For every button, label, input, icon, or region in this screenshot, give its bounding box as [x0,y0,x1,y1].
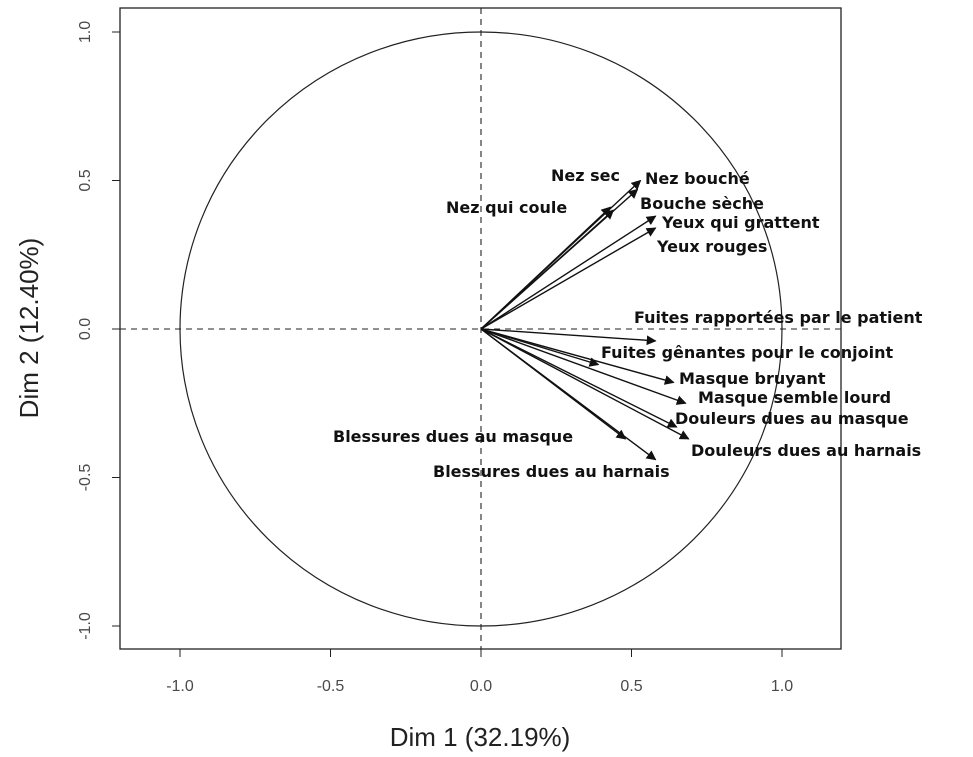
variable-label: Douleurs dues au harnais [691,441,921,460]
variable-label: Fuites gênantes pour le conjoint [601,343,894,362]
variable-label: Nez sec [551,166,620,185]
variable-label: Nez qui coule [446,198,567,217]
variable-arrow [480,328,657,346]
y-tick-label: 0.5 [77,169,94,191]
variable-label: Fuites rapportées par le patient [634,308,923,327]
variable-arrow [480,328,657,461]
x-tick-label: -0.5 [317,678,345,695]
x-axis-title: Dim 1 (32.19%) [390,722,571,752]
x-tick-label: 0.0 [470,678,492,695]
variable-arrow [480,328,690,440]
variable-label: Yeux rouges [656,237,767,256]
y-axis-title: Dim 2 (12.40%) [14,238,44,419]
variable-arrow [480,215,657,330]
variable-arrow [480,328,675,385]
x-tick-label: 1.0 [771,678,793,695]
variable-label: Bouche sèche [640,194,764,213]
variable-label: Douleurs dues au masque [675,409,909,428]
variable-arrow [480,179,642,330]
y-tick-label: -0.5 [77,464,94,492]
variable-arrow [480,188,639,330]
y-tick-label: -1.0 [77,612,94,640]
variable-arrow [480,328,687,405]
variable-arrow [480,227,657,330]
variable-label: Yeux qui grattent [661,213,820,232]
variable-label: Masque bruyant [679,369,826,388]
variable-label: Masque semble lourd [698,388,891,407]
variable-arrow [480,328,678,428]
variable-label: Blessures dues au harnais [433,462,670,481]
y-tick-label: 0.0 [77,318,94,340]
variable-label: Nez bouché [645,169,750,188]
variable-label: Blessures dues au masque [333,427,573,446]
x-tick-label: 0.5 [620,678,642,695]
y-tick-label: 1.0 [77,21,94,43]
x-tick-label: -1.0 [166,678,194,695]
